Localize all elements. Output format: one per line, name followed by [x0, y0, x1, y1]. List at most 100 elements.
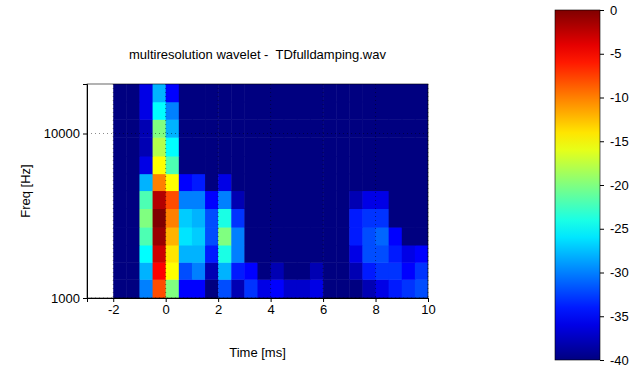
tick: 4	[267, 298, 274, 317]
heatmap-cell	[192, 102, 206, 120]
heatmap-cell	[349, 209, 363, 228]
heatmap-cell	[402, 209, 416, 228]
heatmap-cell	[271, 262, 285, 280]
heatmap-cell	[323, 245, 337, 263]
heatmap-cell	[218, 262, 232, 280]
heatmap-cell	[376, 227, 390, 245]
heatmap-cell	[205, 245, 219, 263]
heatmap-cell	[153, 262, 167, 280]
tick-label: -40	[610, 353, 629, 368]
heatmap-cell	[113, 137, 127, 156]
heatmap-cell	[244, 119, 258, 137]
heatmap-cell	[205, 156, 219, 174]
heatmap-cell	[244, 262, 258, 280]
heatmap-cell	[153, 102, 167, 120]
heatmap-cell	[402, 191, 416, 209]
heatmap-cell	[415, 119, 428, 137]
heatmap-cell	[205, 209, 219, 228]
heatmap-cell	[323, 227, 337, 245]
heatmap-cell	[284, 119, 298, 137]
heatmap-cell	[336, 102, 350, 120]
heatmap-cell	[389, 279, 403, 298]
heatmap-cell	[113, 156, 127, 174]
heatmap-cell	[192, 209, 206, 228]
heatmap-cell	[126, 191, 140, 209]
heatmap-cell	[113, 84, 127, 102]
tick-mark	[600, 141, 604, 142]
heatmap-cell	[139, 227, 153, 245]
heatmap-cell	[402, 84, 416, 102]
heatmap-cell	[336, 156, 350, 174]
heatmap-cell	[402, 102, 416, 120]
axis-line	[83, 85, 88, 299]
heatmap-cell	[310, 174, 324, 191]
heatmap-cell	[244, 209, 258, 228]
heatmap-cell	[310, 279, 324, 298]
tick: -15	[600, 134, 629, 149]
heatmap-cell	[323, 174, 337, 191]
heatmap-cell	[336, 174, 350, 191]
heatmap-cell	[258, 174, 272, 191]
heatmap-cell	[271, 174, 285, 191]
heatmap-cell	[218, 191, 232, 209]
heatmap-cell	[179, 84, 193, 102]
tick-label: 0	[163, 302, 170, 317]
heatmap-cell	[323, 119, 337, 137]
heatmap-cell	[415, 156, 428, 174]
heatmap-cell	[218, 102, 232, 120]
heatmap-cell	[244, 174, 258, 191]
grid-line	[165, 84, 166, 298]
heatmap-cell	[231, 84, 245, 102]
heatmap-cell	[218, 227, 232, 245]
heatmap-cell	[153, 245, 167, 263]
heatmap-cell	[153, 119, 167, 137]
heatmap-cell	[244, 279, 258, 298]
heatmap-cell	[179, 156, 193, 174]
heatmap-cell	[205, 191, 219, 209]
heatmap-cell	[218, 137, 232, 156]
grid-line	[375, 84, 376, 298]
heatmap-cell	[349, 137, 363, 156]
tick: 2	[215, 298, 222, 317]
heatmap-cell	[166, 84, 180, 102]
heatmap-cell	[284, 174, 298, 191]
tick-mark	[600, 185, 604, 186]
heatmap-cell	[284, 262, 298, 280]
heatmap-cell	[258, 156, 272, 174]
tick: -10	[600, 90, 629, 105]
heatmap-cell	[389, 209, 403, 228]
heatmap-cell	[310, 227, 324, 245]
heatmap-cell	[297, 209, 311, 228]
heatmap-cell	[402, 174, 416, 191]
heatmap-cell	[271, 245, 285, 263]
heatmap-cell	[402, 262, 416, 280]
heatmap-cell	[362, 84, 376, 102]
tick-mark	[83, 134, 87, 135]
heatmap-cell	[179, 262, 193, 280]
tick-mark	[600, 98, 604, 99]
heatmap-cell	[205, 262, 219, 280]
heatmap-cell	[244, 84, 258, 102]
tick: 10	[421, 298, 435, 317]
heatmap-cell	[231, 279, 245, 298]
heatmap-cell	[218, 84, 232, 102]
heatmap-cell	[192, 137, 206, 156]
title: multiresolution wavelet - TDfulldamping.…	[129, 47, 386, 62]
heatmap-cell	[126, 119, 140, 137]
heatmap-cell	[323, 156, 337, 174]
tick-label: 10000	[44, 126, 80, 141]
heatmap-cell	[415, 279, 428, 298]
heatmap-cell	[258, 137, 272, 156]
heatmap-cell	[376, 279, 390, 298]
heatmap-cell	[126, 227, 140, 245]
heatmap-cell	[389, 84, 403, 102]
heatmap-cell	[349, 262, 363, 280]
heatmap-cell	[205, 137, 219, 156]
heatmap-cell	[362, 191, 376, 209]
tick-mark	[600, 54, 604, 55]
heatmap-cell	[349, 279, 363, 298]
heatmap-cell	[336, 245, 350, 263]
tick-label: -2	[108, 302, 120, 317]
heatmap-cell	[271, 279, 285, 298]
heatmap-cell	[192, 174, 206, 191]
